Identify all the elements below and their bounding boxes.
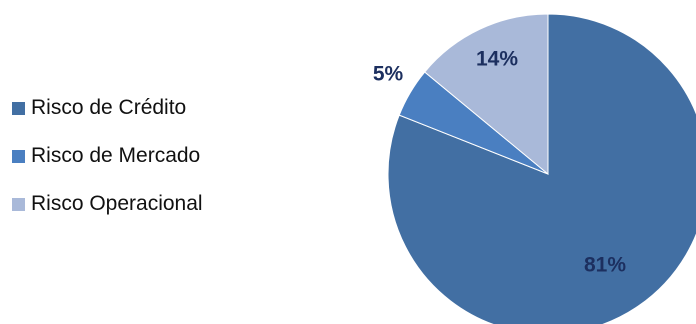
legend-swatch-market-risk — [12, 149, 25, 163]
data-label-market-risk: 5% — [373, 63, 404, 86]
legend-label-market-risk: Risco de Mercado — [31, 144, 201, 167]
legend-label-credit-risk: Risco de Crédito — [31, 96, 187, 119]
pie-slice-operational-risk — [424, 13, 549, 176]
legend-swatch-credit-risk — [12, 101, 25, 115]
data-label-credit-risk: 81% — [584, 254, 626, 277]
data-label-operational-risk: 14% — [476, 48, 518, 71]
pie-slice-credit-risk — [387, 13, 696, 324]
legend-item-market-risk: Risco de Mercado — [12, 144, 272, 168]
chart-legend: Risco de Crédito Risco de Mercado Risco … — [12, 96, 272, 240]
legend-item-operational-risk: Risco Operacional — [12, 192, 272, 216]
legend-item-credit-risk: Risco de Crédito — [12, 96, 272, 120]
legend-label-operational-risk: Risco Operacional — [31, 192, 203, 215]
legend-swatch-operational-risk — [12, 197, 25, 211]
